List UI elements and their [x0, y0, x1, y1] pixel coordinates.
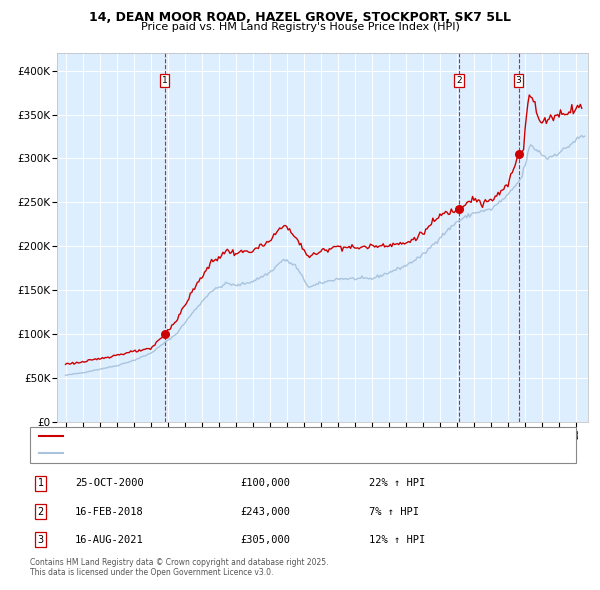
Text: 14, DEAN MOOR ROAD, HAZEL GROVE, STOCKPORT, SK7 5LL: 14, DEAN MOOR ROAD, HAZEL GROVE, STOCKPO… [89, 11, 511, 24]
Text: 3: 3 [515, 76, 521, 86]
Text: 7% ↑ HPI: 7% ↑ HPI [369, 507, 419, 516]
Text: 12% ↑ HPI: 12% ↑ HPI [369, 535, 425, 545]
Text: 16-AUG-2021: 16-AUG-2021 [75, 535, 144, 545]
Text: HPI: Average price, semi-detached house, Stockport: HPI: Average price, semi-detached house,… [69, 449, 294, 458]
Text: 1: 1 [38, 478, 44, 488]
Text: 25-OCT-2000: 25-OCT-2000 [75, 478, 144, 488]
Text: 2: 2 [38, 507, 44, 516]
Text: 14, DEAN MOOR ROAD, HAZEL GROVE, STOCKPORT, SK7 5LL (semi-detached house): 14, DEAN MOOR ROAD, HAZEL GROVE, STOCKPO… [69, 432, 434, 441]
Text: Contains HM Land Registry data © Crown copyright and database right 2025.
This d: Contains HM Land Registry data © Crown c… [30, 558, 329, 577]
Text: Price paid vs. HM Land Registry's House Price Index (HPI): Price paid vs. HM Land Registry's House … [140, 22, 460, 32]
Text: 3: 3 [38, 535, 44, 545]
Text: £305,000: £305,000 [240, 535, 290, 545]
Text: £243,000: £243,000 [240, 507, 290, 516]
Text: 1: 1 [161, 76, 167, 86]
Text: 22% ↑ HPI: 22% ↑ HPI [369, 478, 425, 488]
Point [160, 329, 169, 339]
Point [514, 149, 523, 159]
Text: 2: 2 [456, 76, 462, 86]
Text: 16-FEB-2018: 16-FEB-2018 [75, 507, 144, 516]
Point [454, 204, 464, 213]
Text: £100,000: £100,000 [240, 478, 290, 488]
